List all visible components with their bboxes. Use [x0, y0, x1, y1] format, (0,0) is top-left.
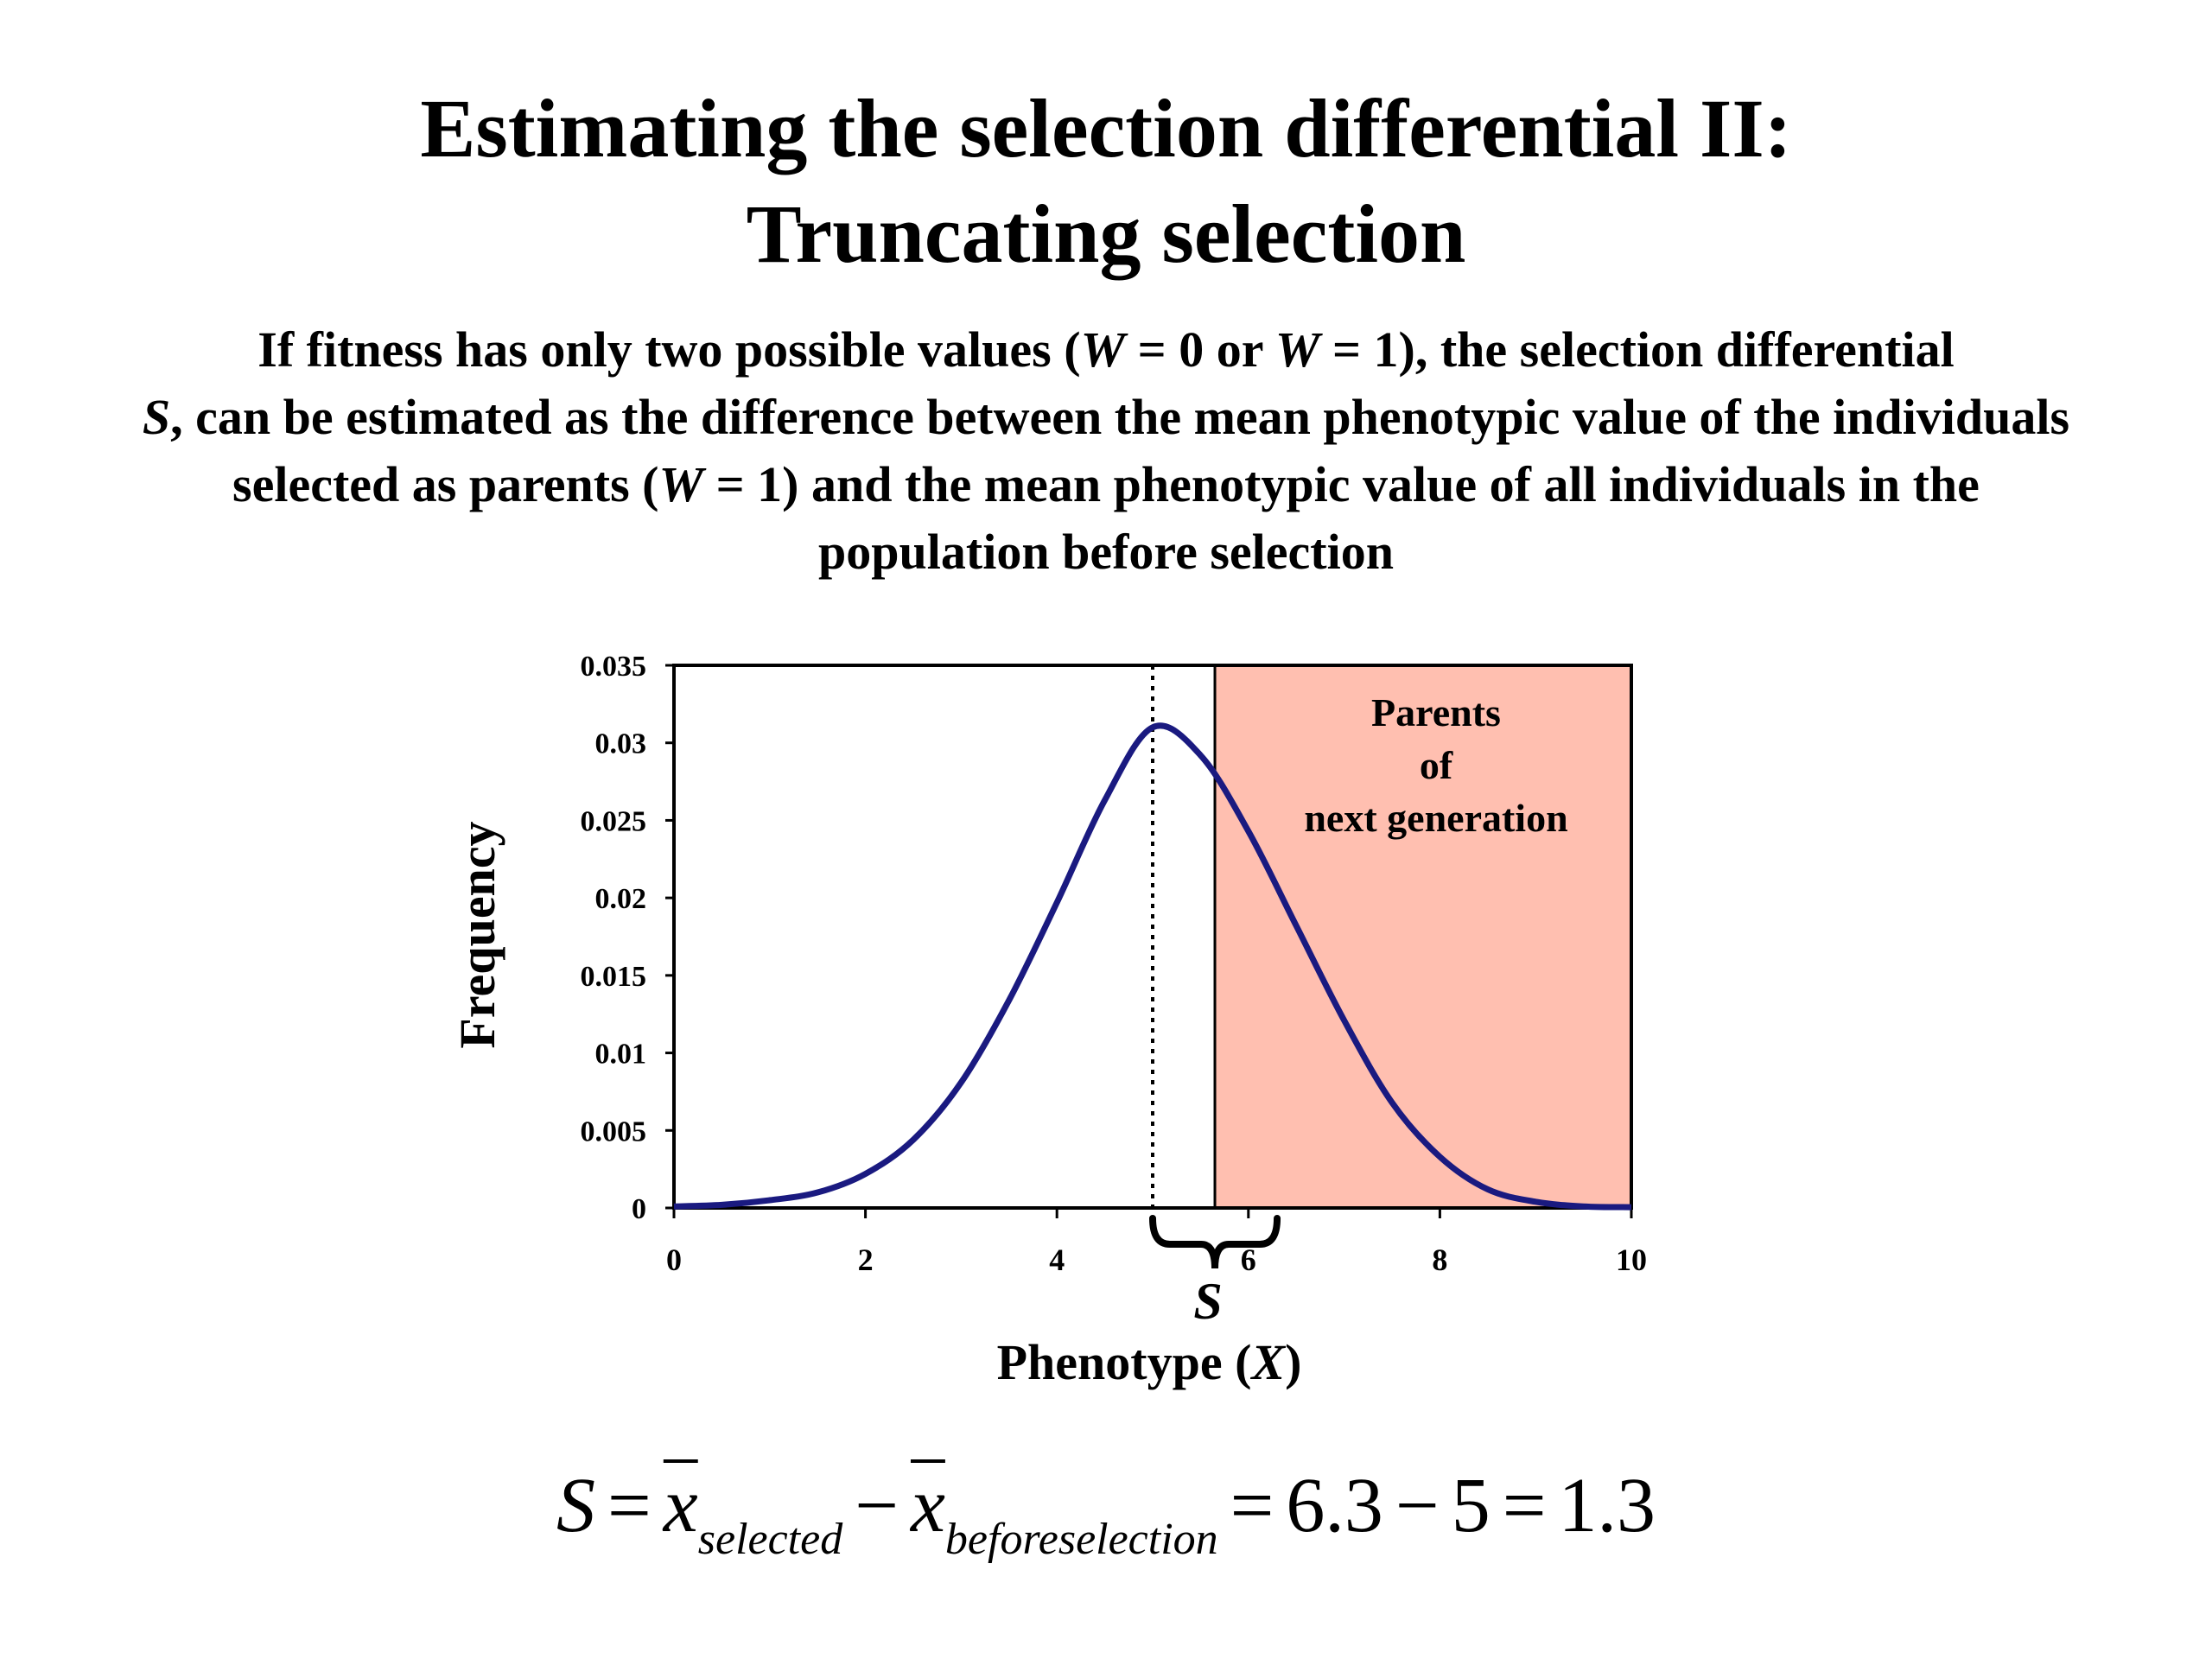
y-tick-label: 0 — [632, 1193, 646, 1225]
x-axis-label-close: ) — [1285, 1334, 1301, 1390]
formula-equals-1: = — [607, 1463, 652, 1548]
y-tick-label: 0.03 — [595, 728, 647, 760]
region-label-line: of — [1420, 743, 1453, 787]
title-line-1: Estimating the selection differential II… — [420, 82, 1792, 175]
desc-var-w3: W — [658, 456, 704, 512]
x-axis-label: Phenotype (X) — [997, 1334, 1302, 1390]
y-axis-label: Frequency — [449, 821, 505, 1048]
x-tick-label: 0 — [666, 1243, 682, 1277]
x-axis-label-text: Phenotype ( — [997, 1334, 1252, 1390]
y-tick-label: 0.01 — [595, 1039, 647, 1071]
formula-value-before: 5 — [1451, 1463, 1491, 1548]
y-tick-label: 0.02 — [595, 883, 647, 915]
desc-var-s: S — [142, 389, 171, 445]
desc-var-w2: W — [1274, 321, 1320, 378]
formula-minus-2: − — [1395, 1463, 1440, 1548]
x-axis-label-var: X — [1249, 1334, 1286, 1390]
slide-title: Estimating the selection differential II… — [0, 76, 2212, 287]
x-tick-label: 10 — [1616, 1243, 1647, 1277]
y-tick-label: 0.025 — [581, 805, 647, 837]
x-tick-label: 8 — [1432, 1243, 1447, 1277]
formula-sub-before: beforeselection — [944, 1515, 1218, 1564]
desc-text-2: = 0 or — [1125, 321, 1275, 378]
y-tick-label: 0.015 — [581, 961, 647, 993]
formula-xbar-selected: x — [663, 1463, 698, 1548]
x-tick-label: 4 — [1049, 1243, 1065, 1277]
brace-label-s: S — [1193, 1273, 1222, 1330]
desc-text-5: = 1) and the mean phenotypic value of al… — [703, 456, 1980, 580]
formula-s: S — [556, 1463, 596, 1548]
x-tick-label: 6 — [1241, 1243, 1256, 1277]
selection-differential-brace — [1149, 1215, 1281, 1269]
region-label-line: next generation — [1304, 796, 1567, 840]
y-tick-label: 0.035 — [581, 651, 647, 683]
desc-text-3: = 1), the selection differential — [1319, 321, 1955, 378]
formula-equals-2: = — [1230, 1463, 1274, 1548]
selected-region — [1215, 665, 1631, 1208]
region-label-line: Parents — [1371, 690, 1501, 734]
formula-xbar-before: x — [910, 1463, 945, 1548]
desc-text-4: , can be estimated as the difference bet… — [170, 389, 2070, 512]
formula-sub-selected: selected — [697, 1515, 843, 1564]
description-paragraph: If fitness has only two possible values … — [130, 316, 2082, 586]
formula-equals-3: = — [1502, 1463, 1547, 1548]
x-tick-label: 2 — [858, 1243, 874, 1277]
frequency-curve — [673, 722, 1632, 1211]
formula-result: 1.3 — [1558, 1463, 1656, 1548]
selection-differential-formula: S = xselected − xbeforeselection = 6.3−5 = 1.3 — [0, 1459, 2212, 1587]
formula-minus-1: − — [855, 1463, 899, 1548]
desc-var-w1: W — [1080, 321, 1126, 378]
formula-value-selected: 6.3 — [1286, 1463, 1383, 1548]
title-line-2: Truncating selection — [746, 188, 1466, 280]
desc-text-1: If fitness has only two possible values … — [257, 321, 1081, 378]
y-tick-label: 0.005 — [581, 1116, 647, 1147]
